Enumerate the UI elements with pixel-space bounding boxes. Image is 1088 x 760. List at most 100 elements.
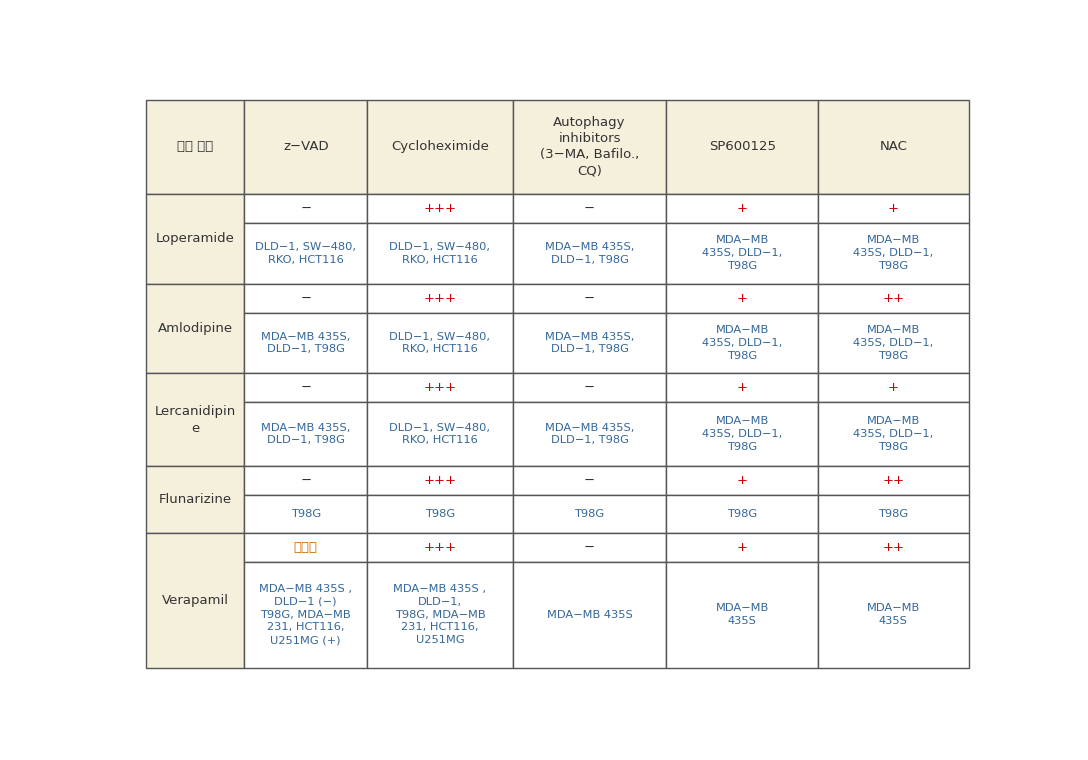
Text: MDA−MB 435S,
DLD−1, T98G: MDA−MB 435S, DLD−1, T98G [545,331,634,354]
Bar [667,373,818,402]
Text: MDA−MB 435S,
DLD−1, T98G: MDA−MB 435S, DLD−1, T98G [261,331,350,354]
Bar [512,533,667,562]
Bar [512,194,667,223]
Text: MDA−MB
435S, DLD−1,
T98G: MDA−MB 435S, DLD−1, T98G [702,236,782,271]
Text: +++: +++ [423,540,457,553]
Bar [368,312,512,373]
Text: MDA−MB
435S, DLD−1,
T98G: MDA−MB 435S, DLD−1, T98G [853,325,934,361]
Text: Lercanidipin
e: Lercanidipin e [154,404,236,435]
Text: MDA−MB
435S: MDA−MB 435S [867,603,920,626]
Bar [667,283,818,312]
Text: MDA−MB 435S ,
DLD−1 (−)
T98G, MDA−MB
231, HCT116,
U251MG (+): MDA−MB 435S , DLD−1 (−) T98G, MDA−MB 231… [259,584,353,645]
Text: MDA−MB 435S,
DLD−1, T98G: MDA−MB 435S, DLD−1, T98G [545,423,634,445]
Bar [512,402,667,466]
Bar [244,312,368,373]
Text: Flunarizine: Flunarizine [159,492,232,505]
Bar [368,283,512,312]
Bar [818,283,969,312]
Bar [368,495,512,533]
Bar [512,562,667,667]
Bar [244,495,368,533]
Bar [667,312,818,373]
Text: MDA−MB 435S,
DLD−1, T98G: MDA−MB 435S, DLD−1, T98G [545,242,634,264]
Bar [818,373,969,402]
Text: ++: ++ [882,292,904,305]
Text: DLD−1, SW−480,
RKO, HCT116: DLD−1, SW−480, RKO, HCT116 [390,331,491,354]
Bar [368,223,512,283]
Bar [368,373,512,402]
Text: DLD−1, SW−480,
RKO, HCT116: DLD−1, SW−480, RKO, HCT116 [256,242,356,264]
Text: +++: +++ [423,382,457,394]
Text: +: + [737,382,747,394]
Text: ++: ++ [882,540,904,553]
Text: +: + [737,202,747,215]
Bar [146,100,244,194]
Text: −: − [584,540,595,553]
Bar [512,312,667,373]
Bar [667,495,818,533]
Text: −: − [584,292,595,305]
Bar [244,283,368,312]
Text: SP600125: SP600125 [708,141,776,154]
Bar [667,466,818,495]
Text: MDA−MB
435S, DLD−1,
T98G: MDA−MB 435S, DLD−1, T98G [702,416,782,452]
Bar [244,466,368,495]
Bar [818,495,969,533]
Text: DLD−1, SW−480,
RKO, HCT116: DLD−1, SW−480, RKO, HCT116 [390,242,491,264]
Text: MDA−MB 435S,
DLD−1, T98G: MDA−MB 435S, DLD−1, T98G [261,423,350,445]
Text: T98G: T98G [878,508,908,519]
Bar [818,533,969,562]
Bar [244,373,368,402]
Text: −: − [300,202,311,215]
Bar [244,223,368,283]
Bar [818,466,969,495]
Text: −: − [300,474,311,487]
Bar [244,562,368,667]
Bar [244,533,368,562]
Text: z−VAD: z−VAD [283,141,329,154]
Bar [512,373,667,402]
Text: MDA−MB
435S, DLD−1,
T98G: MDA−MB 435S, DLD−1, T98G [853,416,934,452]
Bar [368,402,512,466]
Bar [512,223,667,283]
Bar [244,194,368,223]
Text: T98G: T98G [290,508,321,519]
Text: +++: +++ [423,202,457,215]
Text: 다양함: 다양함 [294,540,318,553]
Text: Loperamide: Loperamide [156,233,235,245]
Text: MDA−MB 435S: MDA−MB 435S [547,610,632,619]
Text: +: + [888,382,899,394]
Bar [368,533,512,562]
Text: +: + [737,540,747,553]
Bar [818,312,969,373]
Text: T98G: T98G [727,508,757,519]
Bar [667,100,818,194]
Bar [368,194,512,223]
Bar [667,533,818,562]
Bar [244,402,368,466]
Bar [146,373,244,466]
Bar [512,283,667,312]
Text: MDA−MB 435S ,
DLD−1,
T98G, MDA−MB
231, HCT116,
U251MG: MDA−MB 435S , DLD−1, T98G, MDA−MB 231, H… [394,584,486,645]
Text: 억제 효과: 억제 효과 [177,141,213,154]
Bar [368,100,512,194]
Text: MDA−MB
435S: MDA−MB 435S [716,603,769,626]
Text: −: − [584,474,595,487]
Text: +++: +++ [423,292,457,305]
Text: Autophagy
inhibitors
(3−MA, Bafilo.,
CQ): Autophagy inhibitors (3−MA, Bafilo., CQ) [540,116,640,177]
Text: NAC: NAC [879,141,907,154]
Bar [818,194,969,223]
Text: Amlodipine: Amlodipine [158,322,233,335]
Text: +: + [737,292,747,305]
Bar [244,100,368,194]
Text: +++: +++ [423,474,457,487]
Bar [818,402,969,466]
Bar [368,562,512,667]
Bar [146,466,244,533]
Text: T98G: T98G [574,508,605,519]
Bar [368,466,512,495]
Bar [146,194,244,283]
Text: −: − [300,382,311,394]
Text: ++: ++ [882,474,904,487]
Bar [667,223,818,283]
